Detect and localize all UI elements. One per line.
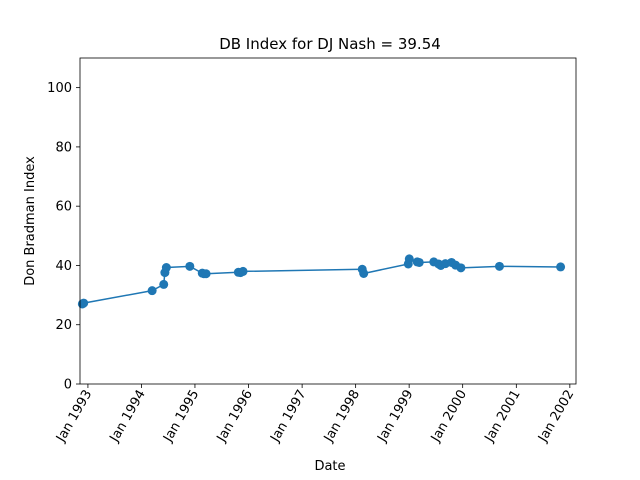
data-point-2 (147, 286, 157, 296)
y-axis: 0 20 40 60 80 100 (47, 81, 80, 393)
y-tick-label-2: 40 (55, 259, 72, 274)
y-tick-label-5: 100 (47, 81, 72, 96)
data-point-18 (414, 257, 424, 267)
data-point-1 (79, 298, 89, 308)
y-tick-label-4: 80 (55, 140, 72, 155)
plot-area (77, 57, 577, 385)
y-tick-label-1: 20 (55, 318, 72, 333)
data-point-6 (185, 261, 195, 271)
y-tick-label-0: 0 (64, 378, 72, 393)
data-point-27 (556, 262, 566, 272)
y-tick-label-3: 60 (55, 200, 72, 215)
data-point-25 (456, 263, 466, 273)
chart-title: DB Index for DJ Nash = 39.54 (219, 35, 441, 53)
data-point-16 (404, 254, 414, 264)
data-point-5 (161, 263, 171, 273)
data-point-3 (159, 279, 169, 289)
y-axis-label: Don Bradman Index (23, 156, 38, 286)
data-point-12 (238, 266, 248, 276)
data-point-9 (201, 269, 211, 279)
series-layer (77, 254, 566, 309)
data-point-14 (359, 268, 369, 278)
data-point-26 (494, 261, 504, 271)
x-axis-label: Date (314, 459, 345, 474)
axes-frame (79, 57, 577, 385)
